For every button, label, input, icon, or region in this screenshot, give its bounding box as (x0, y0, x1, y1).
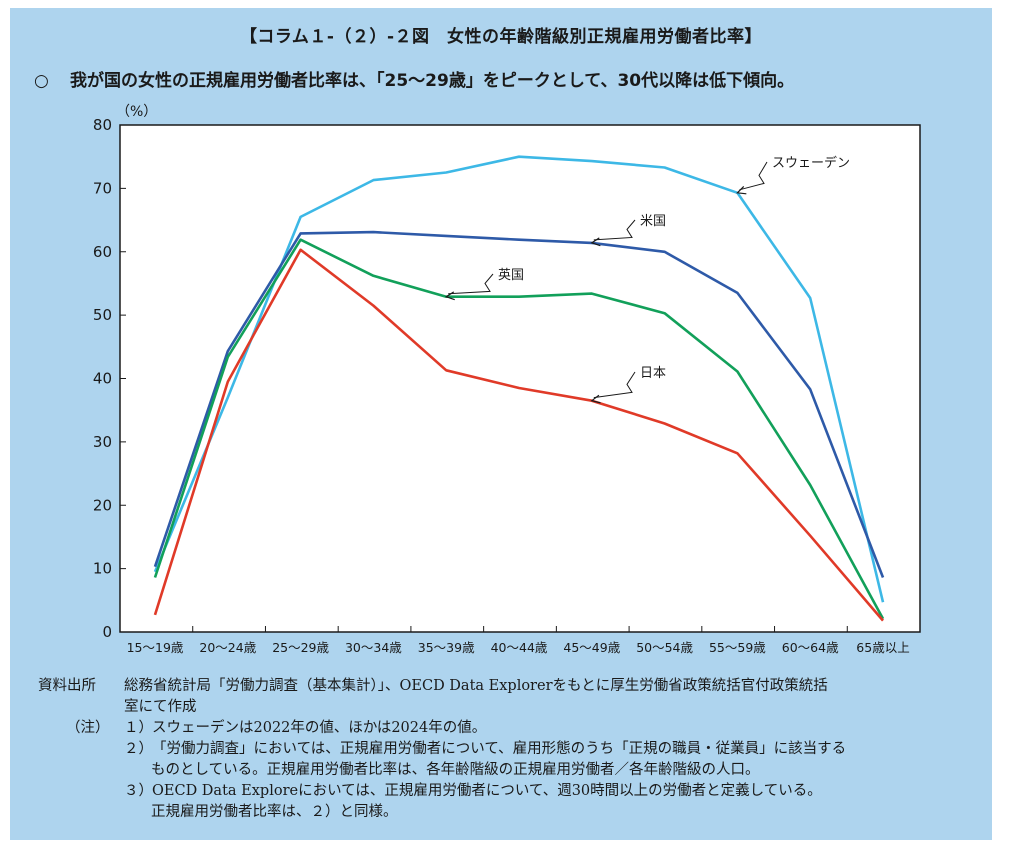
source-text-2: 室にて作成 (124, 699, 197, 715)
y-tick-label: 20 (93, 496, 112, 514)
summary-text: 我が国の女性の正規雇用労働者比率は、「25～29歳」をピークとして、30代以降は… (70, 71, 795, 91)
y-tick-label: 0 (102, 623, 112, 641)
callout-arrowhead (444, 291, 455, 301)
callout-leader (593, 371, 636, 399)
x-tick-label: 65歳以上 (856, 640, 909, 655)
x-tick-label: 35～39歳 (418, 640, 475, 655)
note-2-number: ２） (124, 741, 153, 757)
note-row-2: ２）「労働力調査」においては、正規雇用労働者について、雇用形態のうち「正規の職員… (38, 739, 983, 760)
callout-leader (593, 219, 636, 241)
y-tick-label: 10 (93, 560, 112, 578)
callout-arrowhead (590, 237, 601, 247)
figure-title: 【コラム１-（２）-２図 女性の年齢階級別正規雇用労働者比率】 (239, 27, 763, 47)
x-tick-label: 55～59歳 (709, 640, 766, 655)
callout-arrowhead (590, 394, 601, 404)
series-line-1 (153, 230, 885, 578)
series-label: 英国 (498, 268, 524, 283)
series-line-3 (153, 248, 884, 622)
y-tick-label: 30 (93, 433, 112, 451)
footnotes: 資料出所 総務省統計局「労働力調査（基本集計）」、OECD Data Explor… (38, 676, 983, 823)
x-axis: 15～19歳 20～24歳 25～29歳 30～34歳 35～39歳 40～44歳 45～4… (119, 626, 921, 655)
y-axis-unit: （%） (116, 104, 157, 120)
note-row-2-cont: ものとしている。正規雇用労働者比率は、各年齢階級の正規雇用労働者／各年齢階級の人… (38, 760, 983, 781)
figure-panel: 【コラム１-（２）-２図 女性の年齢階級別正規雇用労働者比率】 ○ 我が国の女性の… (10, 8, 992, 840)
source-label: 資料出所 (38, 678, 96, 694)
note-1-number: １） (124, 720, 153, 736)
note-2-text-1: 「労働力調査」においては、正規雇用労働者について、雇用形態のうち「正規の職員・従… (152, 741, 847, 757)
note-3-number: ３） (124, 783, 153, 799)
x-tick-label: 20～24歳 (199, 640, 256, 655)
series-line-2 (153, 238, 885, 620)
note-row-3-cont: 正規雇用労働者比率は、２）と同様。 (38, 802, 983, 823)
note-2-text-2: ものとしている。正規雇用労働者比率は、各年齢階級の正規雇用労働者／各年齢階級の人… (151, 762, 760, 778)
source-text-1: 総務省統計局「労働力調査（基本集計）」、OECD Data Explorerをも… (124, 678, 828, 694)
series-label: 米国 (640, 214, 666, 229)
notes-label: （注） (66, 720, 110, 736)
line-chart: （%） 0 10 20 30 40 50 60 70 80 15～19歳 20～24歳 25～29歳… (93, 104, 921, 655)
x-tick-label: 40～44歳 (491, 640, 548, 655)
note-3-text-1: OECD Data Exploreにおいては、正規雇用労働者について、週30時間… (152, 783, 822, 799)
y-axis: 0 10 20 30 40 50 60 70 80 (93, 116, 126, 641)
y-tick-label: 40 (93, 370, 112, 388)
source-row-cont: 室にて作成 (38, 697, 983, 718)
x-tick-label: 45～49歳 (563, 640, 620, 655)
plot-area (119, 124, 921, 633)
bullet-icon: ○ (34, 71, 49, 91)
y-tick-label: 60 (93, 243, 112, 261)
source-row: 資料出所 総務省統計局「労働力調査（基本集計）」、OECD Data Explor… (38, 676, 983, 697)
y-tick-label: 70 (93, 179, 112, 197)
callout-leader (739, 161, 768, 191)
x-tick-label: 50～54歳 (636, 640, 693, 655)
y-tick-label: 50 (93, 306, 112, 324)
callout-arrowhead (736, 185, 747, 195)
x-tick-label: 30～34歳 (345, 640, 402, 655)
x-tick-label: 25～29歳 (272, 640, 329, 655)
x-tick-label: 15～19歳 (127, 640, 184, 655)
callout-leader (448, 273, 494, 295)
note-row-3: ３）OECD Data Exploreにおいては、正規雇用労働者について、週30… (38, 781, 983, 802)
x-tick-label: 60～64歳 (782, 640, 839, 655)
y-tick-label: 80 (93, 116, 112, 134)
series-lines (153, 155, 885, 622)
series-label: 日本 (640, 366, 666, 381)
series-label: スウェーデン (772, 155, 850, 171)
summary-line: ○ 我が国の女性の正規雇用労働者比率は、「25～29歳」をピークとして、30代以降… (34, 66, 794, 91)
note-row-1: （注） １）スウェーデンは2022年の値、ほかは2024年の値。 (38, 718, 983, 739)
note-1-text: スウェーデンは2022年の値、ほかは2024年の値。 (152, 720, 487, 736)
note-3-text-2: 正規雇用労働者比率は、２）と同様。 (151, 804, 398, 820)
